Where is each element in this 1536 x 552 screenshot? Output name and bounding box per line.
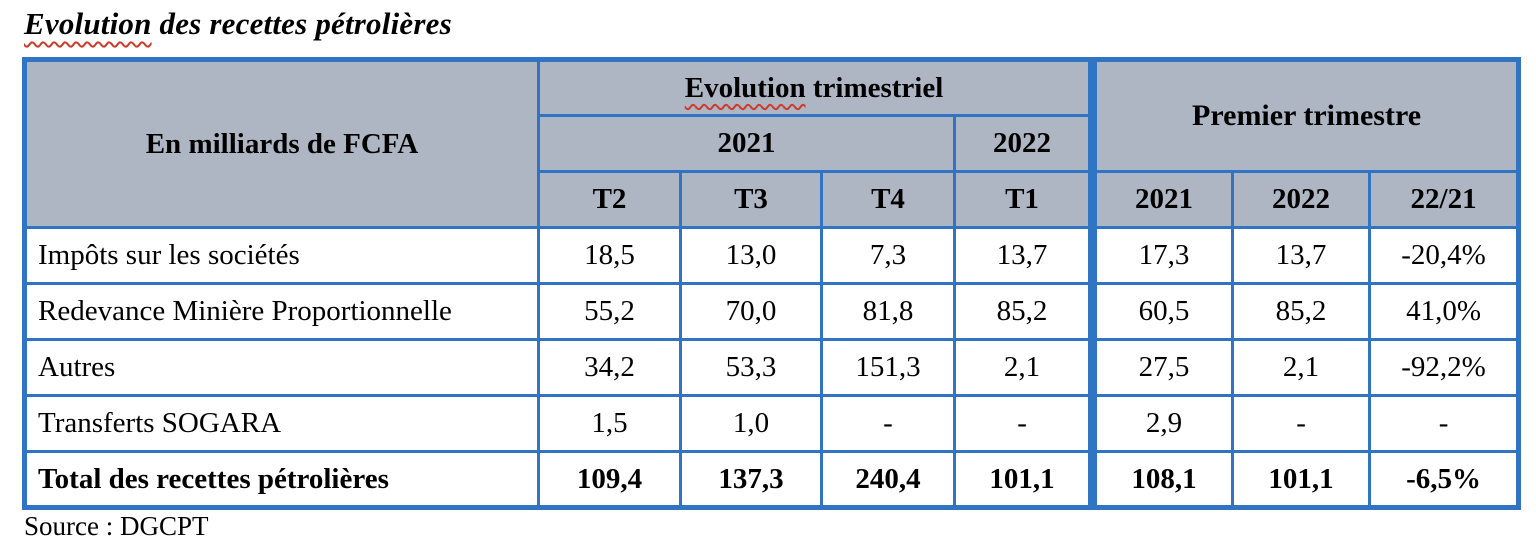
title-rest: des recettes pétrolières [151, 6, 452, 41]
table-row-sogara: Transferts SOGARA 1,5 1,0 - - 2,9 - - [23, 394, 1521, 453]
quarter-header-t1: T1 [952, 170, 1095, 229]
row-label: Redevance Minière Proportionnelle [23, 282, 540, 341]
premier-header-2022: 2022 [1231, 170, 1372, 229]
value-cell: -92,2% [1368, 338, 1521, 397]
row-label: Impôts sur les sociétés [23, 226, 540, 285]
value-cell: - [1368, 394, 1521, 453]
year-2021-header: 2021 [537, 114, 956, 173]
value-cell: 27,5 [1088, 338, 1235, 397]
value-cell: 101,1 [1231, 450, 1372, 509]
premier-header-ratio: 22/21 [1368, 170, 1521, 229]
value-cell: 1,5 [537, 394, 682, 453]
value-cell: -6,5% [1368, 450, 1521, 509]
value-cell: 101,1 [952, 450, 1095, 509]
quarterly-word-evolution: Evolution [684, 71, 806, 104]
value-cell: 13,7 [1231, 226, 1372, 285]
value-cell: 85,2 [1231, 282, 1372, 341]
value-cell: -20,4% [1368, 226, 1521, 285]
quarter-header-t3: T3 [679, 170, 823, 229]
row-label: Transferts SOGARA [23, 394, 540, 453]
row-label: Total des recettes pétrolières [23, 450, 540, 509]
header-row-columns: T2 T3 T4 T1 2021 2022 22/21 [25, 170, 1521, 229]
title-word-evolution: Evolution [24, 6, 152, 41]
value-cell: 7,3 [820, 226, 956, 285]
premier-header-2021: 2021 [1088, 170, 1235, 229]
value-cell: 17,3 [1088, 226, 1235, 285]
value-cell: - [1231, 394, 1372, 453]
quarter-header-t4: T4 [820, 170, 956, 229]
value-cell: 81,8 [820, 282, 956, 341]
oil-revenues-table: En milliards de FCFA Evolution trimestri… [22, 57, 1522, 510]
row-label: Autres [23, 338, 540, 397]
value-cell: 13,7 [952, 226, 1095, 285]
value-cell: 13,0 [679, 226, 823, 285]
value-cell: 1,0 [679, 394, 823, 453]
table-row-impots: Impôts sur les sociétés 18,5 13,0 7,3 13… [23, 226, 1521, 285]
table-row-autres: Autres 34,2 53,3 151,3 2,1 27,5 2,1 -92,… [23, 338, 1521, 397]
header-row-years: 2021 2022 [25, 114, 1519, 173]
corner-header-cell: En milliards de FCFA [23, 58, 540, 229]
value-cell: 109,4 [537, 450, 682, 509]
value-cell: 2,1 [1231, 338, 1372, 397]
value-cell: 18,5 [537, 226, 682, 285]
value-cell: 137,3 [679, 450, 823, 509]
value-cell: - [952, 394, 1095, 453]
quarterly-rest: trimestriel [805, 71, 944, 104]
value-cell: - [820, 394, 956, 453]
value-cell: 108,1 [1088, 450, 1235, 509]
value-cell: 151,3 [820, 338, 956, 397]
quarter-header-t2: T2 [537, 170, 682, 229]
table-row-total: Total des recettes pétrolières 109,4 137… [23, 450, 1521, 509]
value-cell: 41,0% [1368, 282, 1521, 341]
value-cell: 34,2 [537, 338, 682, 397]
value-cell: 240,4 [820, 450, 956, 509]
value-cell: 53,3 [679, 338, 823, 397]
page-title: Evolution des recettes pétrolières [24, 6, 452, 42]
group-header-quarterly: Evolution trimestriel [536, 58, 1095, 117]
value-cell: 2,1 [952, 338, 1095, 397]
value-cell: 2,9 [1088, 394, 1235, 453]
source-note: Source : DGCPT [24, 511, 209, 541]
year-2022-header: 2022 [952, 114, 1095, 173]
group-header-premier: Premier trimestre [1088, 58, 1521, 173]
table-row-redevance: Redevance Minière Proportionnelle 55,2 7… [23, 282, 1521, 341]
value-cell: 60,5 [1088, 282, 1235, 341]
value-cell: 70,0 [679, 282, 823, 341]
value-cell: 85,2 [952, 282, 1095, 341]
value-cell: 55,2 [537, 282, 682, 341]
header-row-groups: En milliards de FCFA Evolution trimestri… [23, 58, 1521, 229]
